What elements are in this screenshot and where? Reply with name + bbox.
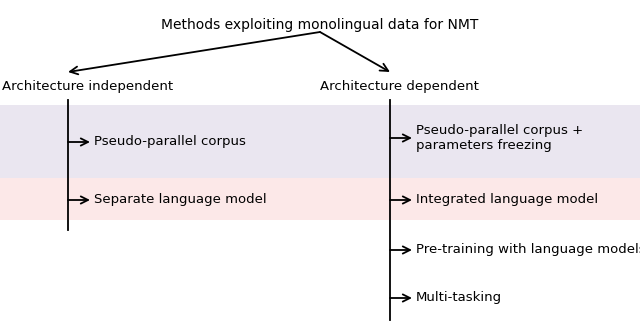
Text: Architecture dependent: Architecture dependent bbox=[320, 80, 479, 93]
Text: Methods exploiting monolingual data for NMT: Methods exploiting monolingual data for … bbox=[161, 18, 479, 32]
Bar bbox=[0, 105, 640, 178]
Text: Integrated language model: Integrated language model bbox=[416, 193, 598, 207]
Text: Pre-training with language models: Pre-training with language models bbox=[416, 244, 640, 256]
Bar bbox=[0, 178, 640, 220]
Text: Multi-tasking: Multi-tasking bbox=[416, 291, 502, 305]
Text: Separate language model: Separate language model bbox=[94, 193, 267, 207]
Text: Pseudo-parallel corpus +
parameters freezing: Pseudo-parallel corpus + parameters free… bbox=[416, 124, 583, 152]
Text: Architecture independent: Architecture independent bbox=[2, 80, 173, 93]
Text: Pseudo-parallel corpus: Pseudo-parallel corpus bbox=[94, 136, 246, 148]
